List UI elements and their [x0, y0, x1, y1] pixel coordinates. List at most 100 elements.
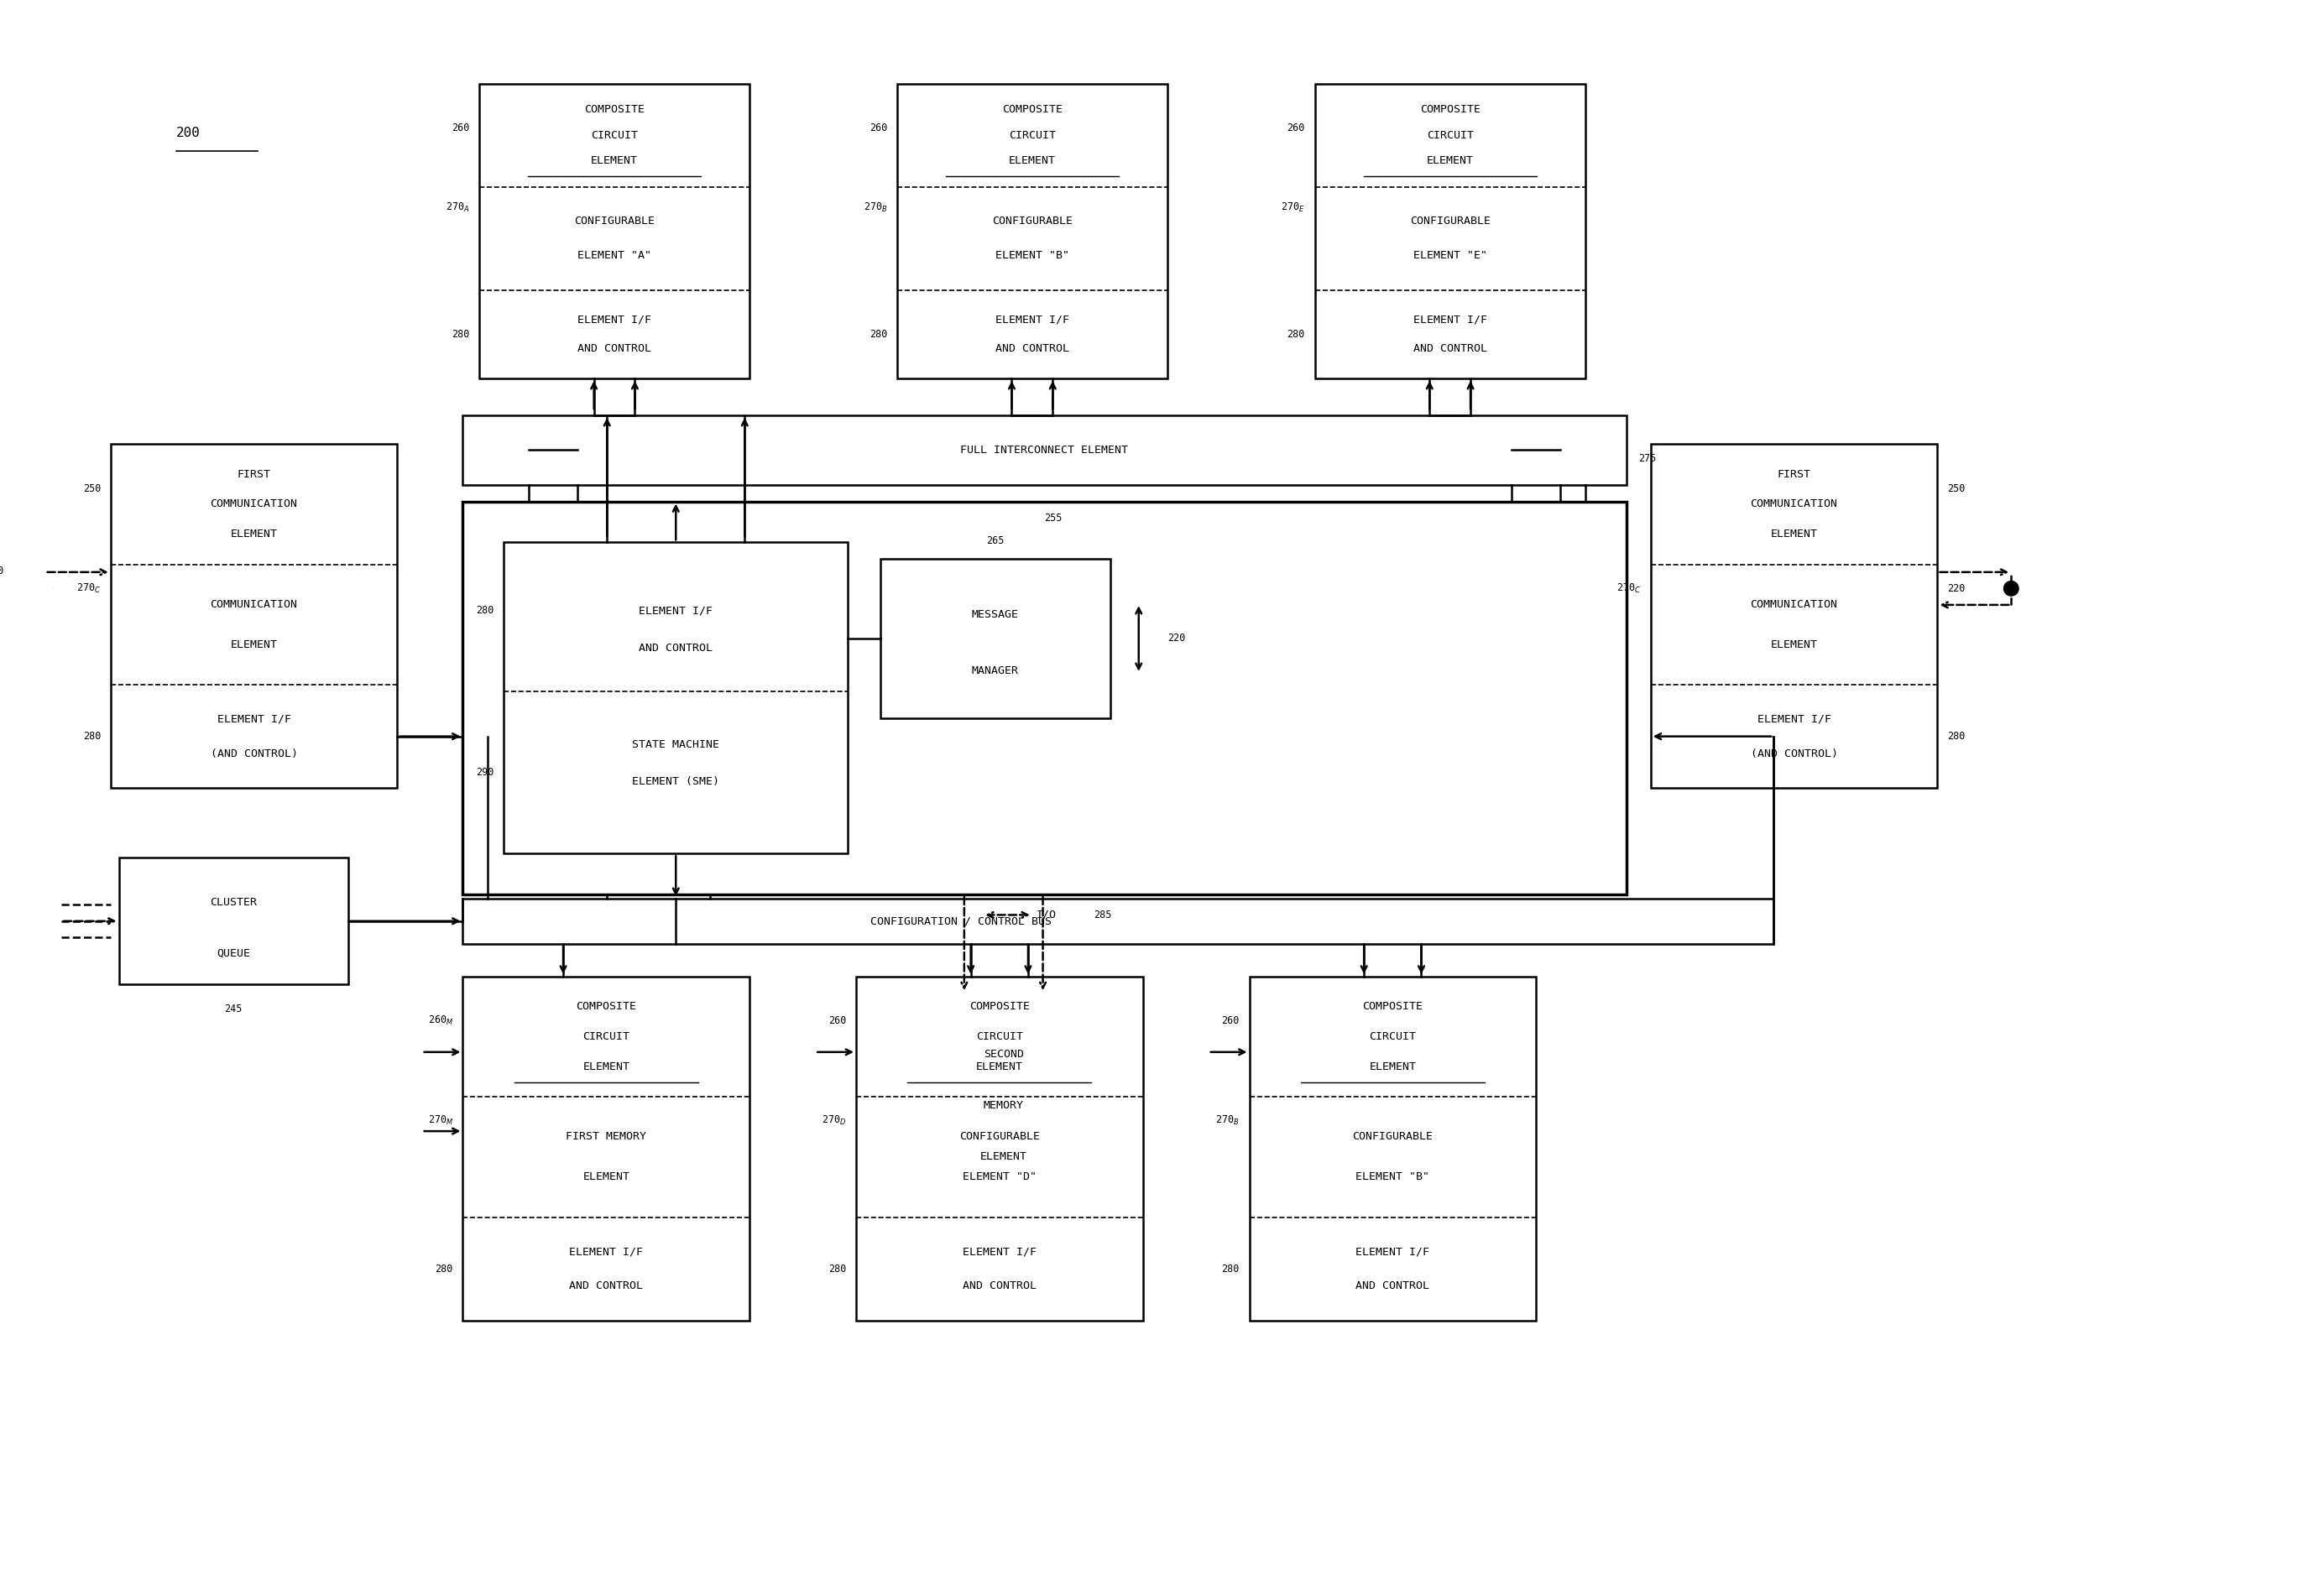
Text: ELEMENT: ELEMENT	[230, 639, 277, 650]
Bar	[897, 84, 1167, 379]
Bar	[1315, 84, 1585, 379]
Bar	[479, 84, 751, 379]
Text: MESSAGE: MESSAGE	[971, 609, 1018, 620]
Text: AND CONTROL: AND CONTROL	[639, 642, 713, 653]
Text: ELEMENT "B": ELEMENT "B"	[1355, 1171, 1429, 1182]
Text: 260: 260	[1287, 122, 1306, 133]
Text: COMPOSITE: COMPOSITE	[1420, 105, 1480, 114]
Text: CONFIGURABLE: CONFIGURABLE	[992, 216, 1071, 227]
Text: COMPOSITE: COMPOSITE	[969, 1002, 1030, 1011]
Text: COMMUNICATION: COMMUNICATION	[1750, 599, 1838, 610]
Text: ELEMENT: ELEMENT	[976, 1062, 1023, 1071]
Text: I/O: I/O	[1037, 910, 1057, 921]
Text: FIRST: FIRST	[237, 469, 270, 480]
Text: 280: 280	[1222, 1263, 1239, 1274]
Text: ELEMENT "A": ELEMENT "A"	[576, 250, 651, 262]
Bar	[112, 444, 397, 788]
Bar	[462, 976, 751, 1320]
Text: 280: 280	[476, 605, 495, 617]
Text: 260: 260	[1222, 1016, 1239, 1027]
Text: CIRCUIT: CIRCUIT	[976, 1032, 1023, 1041]
Text: 250: 250	[84, 483, 100, 495]
Text: ELEMENT: ELEMENT	[1771, 639, 1817, 650]
Text: 270$_C$: 270$_C$	[1618, 582, 1641, 594]
Text: FULL INTERCONNECT ELEMENT: FULL INTERCONNECT ELEMENT	[960, 445, 1129, 455]
Text: CLUSTER: CLUSTER	[209, 897, 258, 908]
Text: 260$_M$: 260$_M$	[428, 1014, 453, 1027]
Text: 275: 275	[1638, 453, 1657, 464]
Text: COMPOSITE: COMPOSITE	[1002, 105, 1062, 114]
Text: ELEMENT: ELEMENT	[1009, 155, 1055, 166]
Text: ELEMENT (SME): ELEMENT (SME)	[632, 777, 720, 788]
Text: FIRST MEMORY: FIRST MEMORY	[567, 1132, 646, 1143]
Text: ELEMENT "B": ELEMENT "B"	[995, 250, 1069, 262]
Text: AND CONTROL: AND CONTROL	[1355, 1281, 1429, 1292]
Text: ELEMENT I/F: ELEMENT I/F	[1757, 713, 1831, 724]
Text: CONFIGURABLE: CONFIGURABLE	[574, 216, 655, 227]
Text: CONFIGURABLE: CONFIGURABLE	[960, 1132, 1039, 1143]
Text: CONFIGURABLE: CONFIGURABLE	[1353, 1132, 1434, 1143]
Text: 200: 200	[177, 127, 200, 139]
Text: 280: 280	[1948, 731, 1966, 742]
Text: AND CONTROL: AND CONTROL	[1413, 344, 1487, 355]
Text: ELEMENT "D": ELEMENT "D"	[962, 1171, 1037, 1182]
Text: SECOND: SECOND	[983, 1049, 1023, 1060]
Bar	[1250, 976, 1536, 1320]
Text: ELEMENT: ELEMENT	[230, 529, 277, 540]
Text: ELEMENT I/F: ELEMENT I/F	[962, 1246, 1037, 1257]
Bar	[1650, 444, 1938, 788]
Text: COMMUNICATION: COMMUNICATION	[209, 599, 297, 610]
Text: 280: 280	[1287, 328, 1306, 339]
Text: AND CONTROL: AND CONTROL	[576, 344, 651, 355]
Text: 280: 280	[869, 328, 888, 339]
Text: 250: 250	[1948, 483, 1966, 495]
Text: 260: 260	[451, 122, 469, 133]
Text: 255: 255	[1043, 512, 1062, 523]
Text: 280: 280	[84, 731, 100, 742]
Text: CIRCUIT: CIRCUIT	[590, 130, 637, 141]
Text: ELEMENT I/F: ELEMENT I/F	[639, 605, 713, 617]
Text: COMPOSITE: COMPOSITE	[576, 1002, 637, 1011]
Text: QUEUE: QUEUE	[216, 948, 251, 959]
Text: ELEMENT: ELEMENT	[590, 155, 637, 166]
Text: 270$_C$: 270$_C$	[77, 582, 100, 594]
Bar	[119, 857, 349, 984]
Text: 270$_D$: 270$_D$	[823, 1114, 846, 1127]
Text: COMMUNICATION: COMMUNICATION	[209, 499, 297, 510]
Text: 260: 260	[869, 122, 888, 133]
Text: 245: 245	[225, 1003, 242, 1014]
Text: CONFIGURABLE: CONFIGURABLE	[1411, 216, 1490, 227]
Circle shape	[37, 582, 53, 596]
Text: 280: 280	[827, 1263, 846, 1274]
Text: 270$_B$: 270$_B$	[1215, 1114, 1239, 1127]
Text: FIRST: FIRST	[1778, 469, 1810, 480]
Text: ELEMENT I/F: ELEMENT I/F	[216, 713, 290, 724]
Text: 270$_M$: 270$_M$	[428, 1114, 453, 1127]
Text: ELEMENT: ELEMENT	[981, 1151, 1027, 1162]
Bar	[504, 542, 848, 853]
Text: CIRCUIT: CIRCUIT	[583, 1032, 630, 1041]
Text: COMMUNICATION: COMMUNICATION	[1750, 499, 1838, 510]
Bar	[855, 976, 1143, 1320]
Text: 290: 290	[476, 767, 495, 778]
Text: 260: 260	[827, 1016, 846, 1027]
Text: ELEMENT: ELEMENT	[583, 1062, 630, 1071]
Text: ELEMENT I/F: ELEMENT I/F	[569, 1246, 644, 1257]
Text: ELEMENT I/F: ELEMENT I/F	[995, 314, 1069, 325]
Text: ELEMENT: ELEMENT	[1369, 1062, 1415, 1071]
Text: AND CONTROL: AND CONTROL	[569, 1281, 644, 1292]
Text: 270$_E$: 270$_E$	[1281, 201, 1306, 214]
Text: 220: 220	[1167, 632, 1185, 644]
Text: ELEMENT: ELEMENT	[1771, 529, 1817, 540]
Bar	[906, 992, 1102, 1198]
Text: ELEMENT "E": ELEMENT "E"	[1413, 250, 1487, 262]
Text: CONFIGURATION / CONTROL BUS: CONFIGURATION / CONTROL BUS	[869, 916, 1050, 927]
Text: STATE MACHINE: STATE MACHINE	[632, 739, 720, 750]
Bar	[462, 415, 1627, 485]
Text: ELEMENT: ELEMENT	[583, 1171, 630, 1182]
Text: AND CONTROL: AND CONTROL	[962, 1281, 1037, 1292]
Text: MANAGER: MANAGER	[971, 666, 1018, 675]
Text: MEMORY: MEMORY	[983, 1100, 1023, 1111]
Text: (AND CONTROL): (AND CONTROL)	[209, 748, 297, 759]
Text: CIRCUIT: CIRCUIT	[1009, 130, 1055, 141]
